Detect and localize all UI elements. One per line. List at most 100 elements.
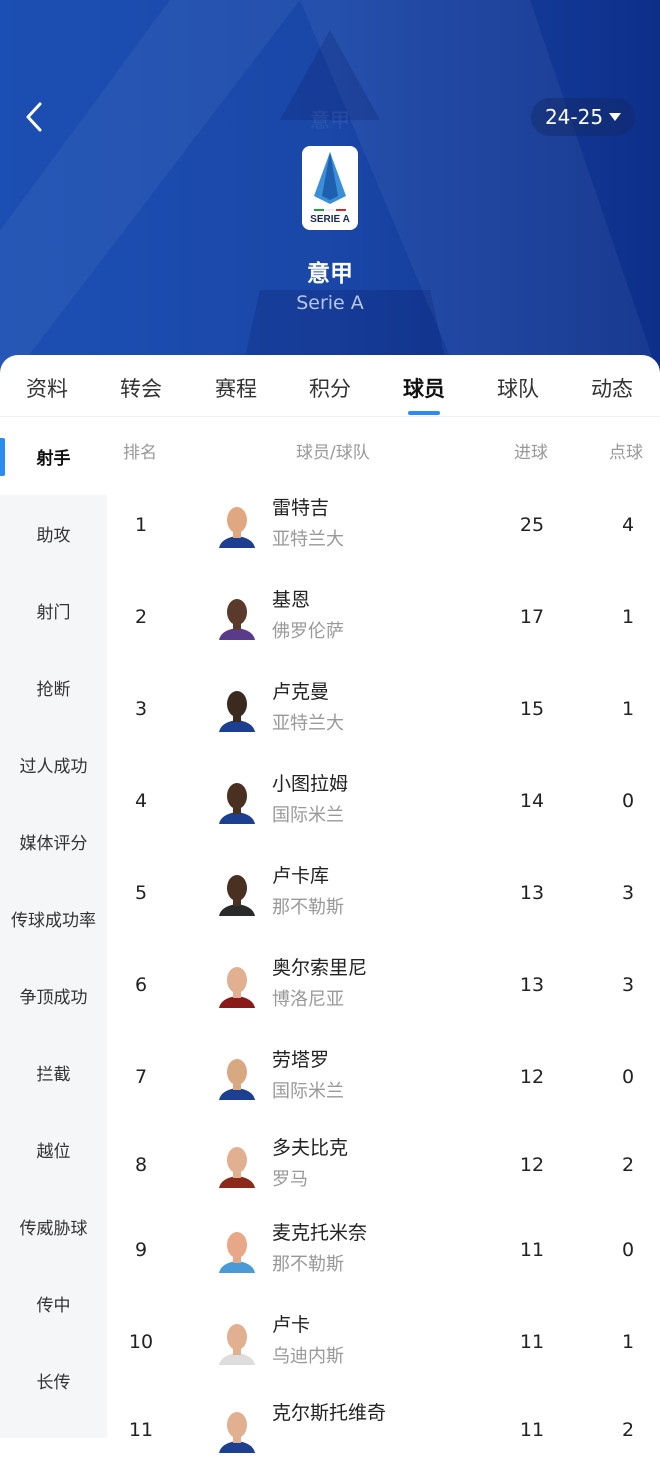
- player-avatar: [219, 1232, 255, 1273]
- rank: 7: [134, 1066, 148, 1088]
- table-row[interactable]: 11 克尔斯托维奇 11 2: [107, 1385, 660, 1477]
- player-name[interactable]: 劳塔罗: [272, 1049, 330, 1071]
- table-row[interactable]: 8 多夫比克 罗马 12 2: [107, 1120, 660, 1205]
- season-selector[interactable]: 24-25: [531, 98, 635, 136]
- penalties: 4: [621, 514, 635, 536]
- goals: 25: [519, 514, 545, 536]
- sidebar-item[interactable]: 争顶成功: [19, 988, 88, 1008]
- player-avatar: [219, 599, 255, 640]
- player-team: 佛罗伦萨: [272, 621, 344, 642]
- sidebar-item[interactable]: 越位: [36, 1142, 71, 1162]
- table-row[interactable]: 10 卢卡 乌迪内斯 11 1: [107, 1297, 660, 1385]
- player-name[interactable]: 卢卡库: [272, 865, 330, 887]
- sidebar-item[interactable]: 助攻: [36, 526, 71, 546]
- goals: 17: [519, 606, 545, 628]
- rank: 10: [128, 1331, 154, 1353]
- tab-teams[interactable]: 球队: [497, 377, 539, 401]
- player-avatar: [219, 1412, 255, 1453]
- player-avatar: [219, 1147, 255, 1188]
- league-header: 意甲 24-25 SERIE A 意甲 Serie A: [0, 0, 660, 380]
- player-avatar: [219, 783, 255, 824]
- goals: 14: [519, 790, 545, 812]
- sidebar-item[interactable]: 拦截: [36, 1065, 71, 1085]
- header-penalties: 点球: [609, 443, 643, 463]
- player-team: 国际米兰: [272, 1081, 344, 1102]
- rank: 9: [134, 1239, 148, 1261]
- rank: 6: [134, 974, 148, 996]
- player-avatar: [219, 1059, 255, 1100]
- table-row[interactable]: 2 基恩 佛罗伦萨 17 1: [107, 572, 660, 664]
- sidebar-item[interactable]: 传中: [36, 1296, 71, 1316]
- sidebar-item[interactable]: 媒体评分: [19, 834, 88, 854]
- player-avatar: [219, 507, 255, 548]
- table-row[interactable]: 3 卢克曼 亚特兰大 15 1: [107, 664, 660, 756]
- svg-text:SERIE A: SERIE A: [310, 214, 350, 225]
- player-name[interactable]: 雷特吉: [272, 497, 330, 519]
- table-row[interactable]: 1 雷特吉 亚特兰大 25 4: [107, 480, 660, 572]
- player-name[interactable]: 卢卡: [272, 1314, 311, 1336]
- sidebar-item[interactable]: 射手: [0, 418, 107, 495]
- serie-a-logo: SERIE A: [302, 146, 358, 230]
- player-name[interactable]: 多夫比克: [272, 1137, 349, 1159]
- penalties: 0: [621, 1066, 635, 1088]
- player-name[interactable]: 卢克曼: [272, 681, 330, 703]
- season-label: 24-25: [544, 105, 604, 129]
- player-name[interactable]: 基恩: [272, 589, 311, 611]
- player-avatar: [219, 967, 255, 1008]
- rank: 11: [128, 1419, 154, 1441]
- content-panel: 资料 转会 赛程 积分 球员 球队 动态 射手助攻射门抢断过人成功媒体评分传球成…: [0, 355, 660, 1453]
- penalties: 1: [621, 1331, 635, 1353]
- player-team: 博洛尼亚: [272, 989, 344, 1010]
- tab-players[interactable]: 球员: [394, 373, 454, 415]
- sidebar-item[interactable]: 抢断: [36, 680, 71, 700]
- header-goals: 进球: [514, 443, 548, 463]
- rank: 2: [134, 606, 148, 628]
- tab-info[interactable]: 资料: [26, 377, 68, 401]
- tab-schedule[interactable]: 赛程: [215, 377, 257, 401]
- sidebar-item[interactable]: 传球成功率: [11, 911, 96, 931]
- table-row[interactable]: 6 奥尔索里尼 博洛尼亚 13 3: [107, 940, 660, 1032]
- player-name[interactable]: 小图拉姆: [272, 773, 349, 795]
- penalties: 2: [621, 1154, 635, 1176]
- tab-news[interactable]: 动态: [591, 377, 633, 401]
- player-team: 亚特兰大: [272, 529, 344, 550]
- rank: 8: [134, 1154, 148, 1176]
- sidebar-item[interactable]: 长传: [36, 1373, 71, 1393]
- league-subtitle: Serie A: [296, 292, 364, 314]
- player-avatar: [219, 691, 255, 732]
- sidebar-item[interactable]: 过人成功: [19, 757, 88, 777]
- sidebar-item[interactable]: 传威胁球: [19, 1219, 88, 1239]
- player-team: 那不勒斯: [272, 1254, 344, 1275]
- penalties: 0: [621, 1239, 635, 1261]
- tab-transfers[interactable]: 转会: [120, 377, 162, 401]
- player-avatar: [219, 875, 255, 916]
- penalties: 1: [621, 606, 635, 628]
- player-name[interactable]: 麦克托米奈: [272, 1222, 368, 1244]
- rank: 5: [134, 882, 148, 904]
- goals: 15: [519, 698, 545, 720]
- header-player: 球员/球队: [296, 443, 370, 463]
- caret-down-icon: [609, 113, 622, 121]
- player-avatar: [219, 1324, 255, 1365]
- back-button[interactable]: [22, 100, 52, 134]
- sidebar-item[interactable]: 射门: [36, 603, 71, 623]
- goals: 13: [519, 974, 545, 996]
- penalties: 1: [621, 698, 635, 720]
- player-team: 乌迪内斯: [272, 1346, 344, 1367]
- goals: 12: [519, 1154, 545, 1176]
- goals: 11: [519, 1239, 545, 1261]
- penalties: 3: [621, 882, 635, 904]
- player-name[interactable]: 克尔斯托维奇: [272, 1402, 387, 1424]
- rank: 1: [134, 514, 148, 536]
- table-header: 排名 球员/球队 进球 点球: [107, 418, 660, 478]
- table-row[interactable]: 7 劳塔罗 国际米兰 12 0: [107, 1032, 660, 1120]
- goals: 12: [519, 1066, 545, 1088]
- rank: 4: [134, 790, 148, 812]
- penalties: 0: [621, 790, 635, 812]
- table-row[interactable]: 9 麦克托米奈 那不勒斯 11 0: [107, 1205, 660, 1297]
- table-row[interactable]: 5 卢卡库 那不勒斯 13 3: [107, 848, 660, 940]
- table-row[interactable]: 4 小图拉姆 国际米兰 14 0: [107, 756, 660, 848]
- player-name[interactable]: 奥尔索里尼: [272, 957, 368, 979]
- tab-standings[interactable]: 积分: [309, 377, 351, 401]
